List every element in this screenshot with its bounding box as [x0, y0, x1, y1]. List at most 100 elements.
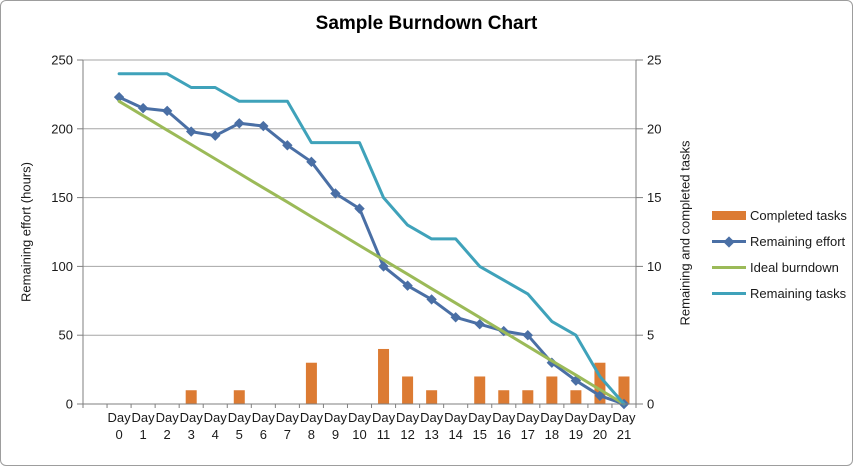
x-label-day-num-5: 5	[236, 427, 243, 442]
x-label-day-word-4: Day	[204, 410, 228, 425]
left-tick-label-200: 200	[51, 121, 73, 136]
marker-remaining-effort-day-17	[522, 329, 534, 341]
legend-item-remaining-tasks: Remaining tasks	[712, 286, 847, 301]
x-label-day-num-17: 17	[521, 427, 535, 442]
x-label-day-word-3: Day	[180, 410, 204, 425]
left-tick-label-250: 250	[51, 53, 73, 68]
x-label-day-word-21: Day	[612, 410, 636, 425]
x-label-day-num-21: 21	[617, 427, 631, 442]
x-label-day-num-9: 9	[332, 427, 339, 442]
right-tick-label-5: 5	[647, 328, 654, 343]
legend-item-ideal-burndown: Ideal burndown	[712, 260, 847, 275]
x-label-day-word-18: Day	[540, 410, 564, 425]
legend-item-remaining-effort: Remaining effort	[712, 234, 847, 249]
x-label-day-word-11: Day	[372, 410, 396, 425]
legend-swatch-line-icon	[712, 260, 746, 275]
legend-label-ideal-burndown: Ideal burndown	[750, 260, 839, 275]
x-label-day-num-15: 15	[472, 427, 486, 442]
x-label-day-word-7: Day	[276, 410, 300, 425]
bar-completed-tasks-day-19	[570, 390, 582, 404]
x-label-day-word-5: Day	[228, 410, 252, 425]
x-label-day-word-13: Day	[420, 410, 444, 425]
marker-remaining-effort-day-14	[450, 312, 461, 323]
bar-completed-tasks-day-11	[378, 348, 390, 404]
marker-remaining-effort-day-7	[282, 140, 293, 151]
marker-remaining-effort-day-8	[306, 156, 317, 168]
marker-remaining-effort-day-2	[161, 105, 173, 117]
x-label-day-num-20: 20	[593, 427, 607, 442]
right-tick-label-10: 10	[647, 259, 661, 274]
marker-remaining-effort-day-4	[210, 130, 221, 141]
marker-remaining-effort-day-3	[185, 126, 197, 137]
legend-label-remaining-tasks: Remaining tasks	[750, 286, 847, 301]
x-label-day-word-16: Day	[492, 410, 516, 425]
x-label-day-num-14: 14	[448, 427, 462, 442]
marker-remaining-effort-day-15	[474, 318, 485, 330]
x-label-day-word-15: Day	[468, 410, 492, 425]
bar-completed-tasks-day-20	[594, 362, 606, 404]
left-tick-label-150: 150	[51, 190, 73, 205]
bar-completed-tasks-day-13	[426, 390, 438, 404]
x-label-day-num-0: 0	[115, 427, 122, 442]
bar-completed-tasks-day-12	[402, 376, 414, 404]
bar-completed-tasks-day-3	[185, 390, 197, 404]
x-label-day-num-13: 13	[424, 427, 438, 442]
line-ideal-burndown	[117, 99, 626, 406]
chart-title: Sample Burndown Chart	[315, 13, 538, 34]
x-label-day-num-11: 11	[377, 427, 391, 442]
x-label-day-num-7: 7	[284, 427, 291, 442]
x-label-day-word-20: Day	[588, 410, 612, 425]
left-tick-label-50: 50	[59, 328, 73, 343]
x-label-day-num-6: 6	[260, 427, 267, 442]
legend-swatch-bar-icon	[712, 208, 746, 223]
x-label-day-num-4: 4	[212, 427, 219, 442]
legend-swatch-line-icon	[712, 286, 746, 301]
x-label-day-word-17: Day	[516, 410, 540, 425]
line-remaining-tasks	[117, 72, 626, 406]
left-tick-label-0: 0	[66, 397, 73, 412]
marker-remaining-effort-day-12	[402, 280, 413, 291]
right-tick-label-25: 25	[647, 53, 661, 68]
x-label-day-word-8: Day	[300, 410, 324, 425]
marker-remaining-effort-day-6	[258, 120, 269, 132]
x-label-day-word-2: Day	[156, 410, 180, 425]
x-label-day-word-14: Day	[444, 410, 468, 425]
x-label-day-word-12: Day	[396, 410, 420, 425]
right-tick-label-15: 15	[647, 190, 661, 205]
legend-label-remaining-effort: Remaining effort	[750, 234, 846, 249]
marker-remaining-effort-day-19	[570, 375, 582, 386]
left-axis-title: Remaining effort (hours)	[18, 162, 34, 302]
x-label-day-word-1: Day	[132, 410, 156, 425]
right-tick-label-0: 0	[647, 397, 654, 412]
x-label-day-num-1: 1	[139, 427, 146, 442]
right-axis-title: Remaining and completed tasks	[677, 140, 693, 326]
legend-swatch-line-diamond-icon	[712, 234, 746, 249]
x-label-day-num-8: 8	[308, 427, 315, 442]
marker-remaining-effort-day-10	[354, 203, 365, 214]
marker-remaining-effort-day-9	[330, 188, 341, 199]
x-label-day-word-0: Day	[108, 410, 132, 425]
x-label-day-word-10: Day	[348, 410, 372, 425]
x-label-day-num-18: 18	[545, 427, 559, 442]
x-label-day-word-9: Day	[324, 410, 348, 425]
bar-completed-tasks-day-16	[498, 390, 510, 404]
x-label-day-num-2: 2	[164, 427, 171, 442]
marker-remaining-effort-day-20	[594, 390, 606, 401]
marker-remaining-effort-day-11	[378, 261, 389, 272]
bar-completed-tasks-day-18	[546, 376, 558, 404]
x-label-day-num-19: 19	[569, 427, 583, 442]
bar-completed-tasks-day-15	[474, 376, 486, 404]
legend-label-completed-tasks: Completed tasks	[750, 208, 847, 223]
marker-remaining-effort-day-5	[234, 118, 245, 129]
marker-remaining-effort-day-1	[137, 102, 149, 114]
x-label-day-num-3: 3	[188, 427, 195, 442]
right-tick-label-20: 20	[647, 121, 661, 136]
bar-completed-tasks-day-8	[305, 362, 317, 404]
marker-remaining-effort-day-13	[426, 294, 437, 305]
bar-completed-tasks-day-17	[522, 390, 534, 404]
x-label-day-num-16: 16	[497, 427, 511, 442]
x-label-day-word-6: Day	[252, 410, 276, 425]
x-label-day-num-10: 10	[352, 427, 366, 442]
x-label-day-num-12: 12	[400, 427, 414, 442]
